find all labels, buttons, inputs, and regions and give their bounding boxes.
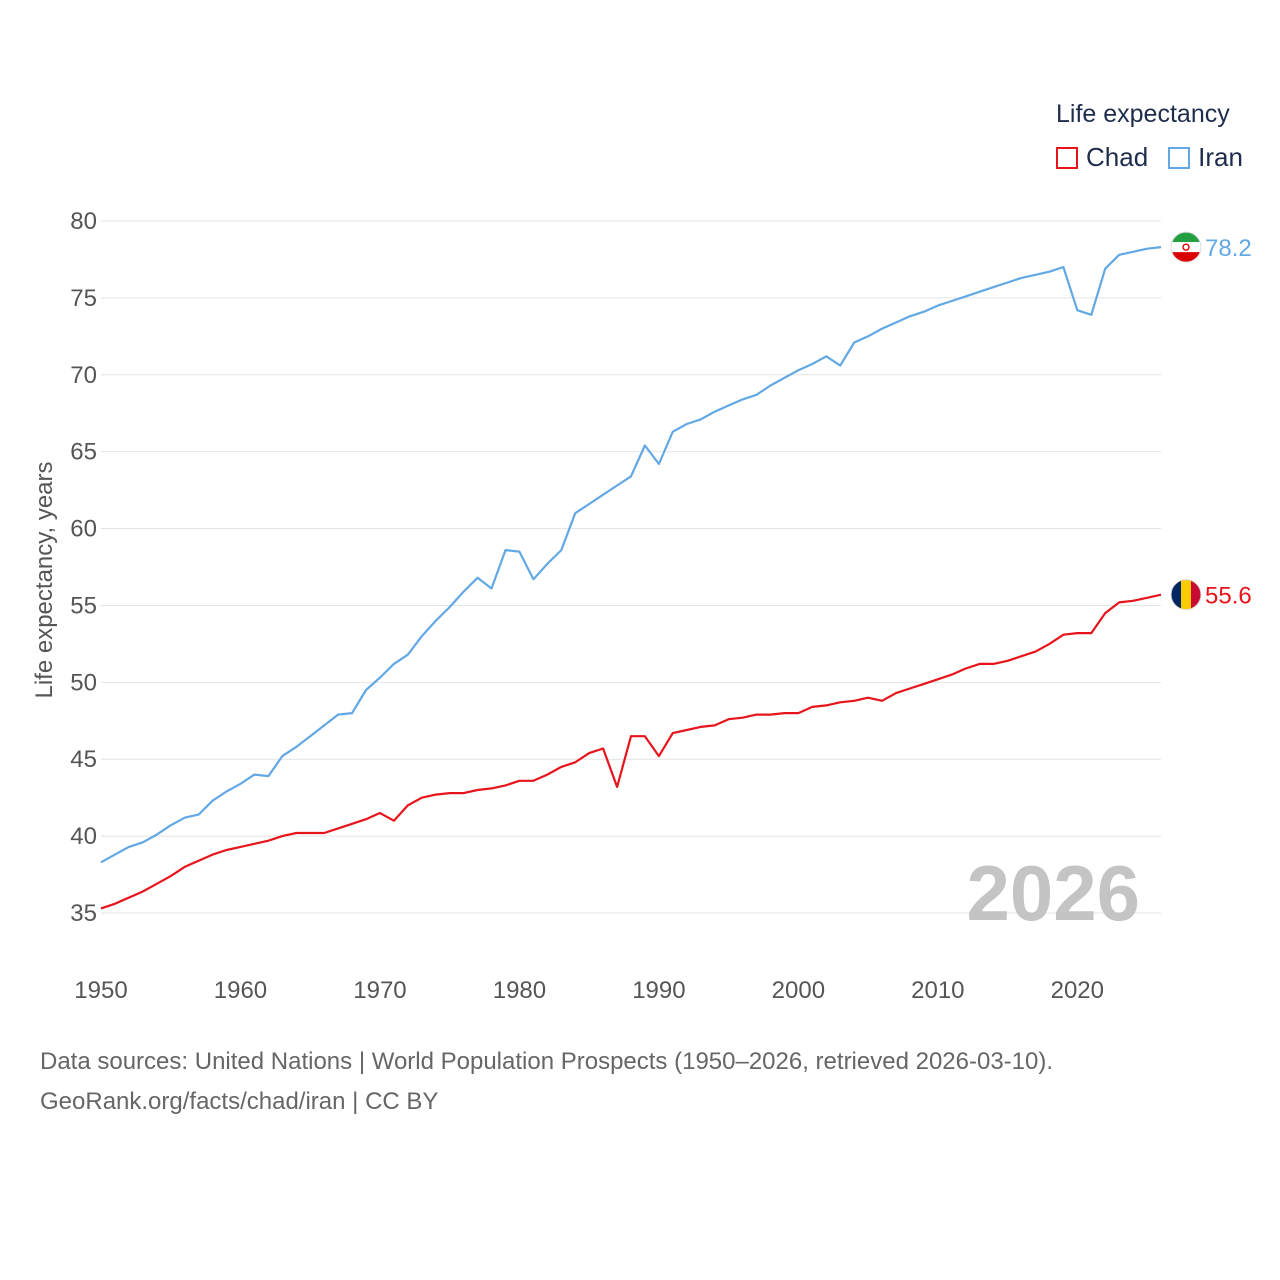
grid-lines	[101, 220, 1161, 914]
attribution-link[interactable]: GeoRank.org/facts/chad/iran | CC BY	[40, 1088, 439, 1115]
legend-swatch-iran	[1168, 146, 1191, 169]
legend-label-iran: Iran	[1198, 142, 1243, 172]
end-label-iran: 78.2	[1205, 235, 1252, 262]
legend-item-chad[interactable]: Chad	[1056, 142, 1148, 173]
y-tick-label: 60	[70, 516, 97, 543]
x-tick-label: 1980	[493, 977, 546, 1004]
x-tick-label: 1950	[74, 977, 127, 1004]
x-tick-label: 2000	[772, 977, 825, 1004]
x-axis-ticks: 1950 1960 1970 1980 1990 2000 2010 2020	[74, 977, 1104, 1004]
y-tick-label: 55	[70, 592, 97, 619]
y-tick-label: 65	[70, 439, 97, 466]
y-tick-label: 45	[70, 746, 97, 773]
footer: Data sources: United Nations | World Pop…	[40, 1042, 1053, 1122]
year-label: 2026	[966, 849, 1140, 937]
data-source-text: Data sources: United Nations | World Pop…	[40, 1048, 1054, 1075]
chad-flag-icon	[1170, 579, 1202, 611]
end-markers: 78.2 55.6	[1170, 231, 1252, 611]
legend-title: Life expectancy	[1056, 100, 1230, 128]
legend-label-chad: Chad	[1086, 142, 1149, 172]
x-tick-label: 2010	[911, 977, 964, 1004]
series-lines	[100, 246, 1162, 910]
y-tick-label: 70	[70, 362, 97, 389]
y-tick-label: 80	[70, 208, 97, 235]
legend-item-iran[interactable]: Iran	[1168, 142, 1243, 173]
y-tick-label: 35	[70, 900, 97, 927]
y-axis-ticks: 35 40 45 50 55 60 65 70 75 80	[70, 208, 97, 927]
y-tick-label: 75	[70, 285, 97, 312]
end-label-chad: 55.6	[1205, 583, 1252, 610]
x-tick-label: 1990	[632, 977, 685, 1004]
iran-flag-icon	[1170, 231, 1202, 263]
y-tick-label: 40	[70, 823, 97, 850]
series-line-iran	[100, 246, 1162, 864]
y-tick-label: 50	[70, 669, 97, 696]
legend-swatch-chad	[1056, 146, 1078, 169]
y-axis-label: Life expectancy, years	[31, 461, 58, 698]
legend: Chad Iran	[1056, 142, 1263, 173]
series-line-chad	[100, 593, 1162, 910]
x-tick-label: 1970	[353, 977, 406, 1004]
x-tick-label: 2020	[1051, 977, 1104, 1004]
x-tick-label: 1960	[214, 977, 267, 1004]
